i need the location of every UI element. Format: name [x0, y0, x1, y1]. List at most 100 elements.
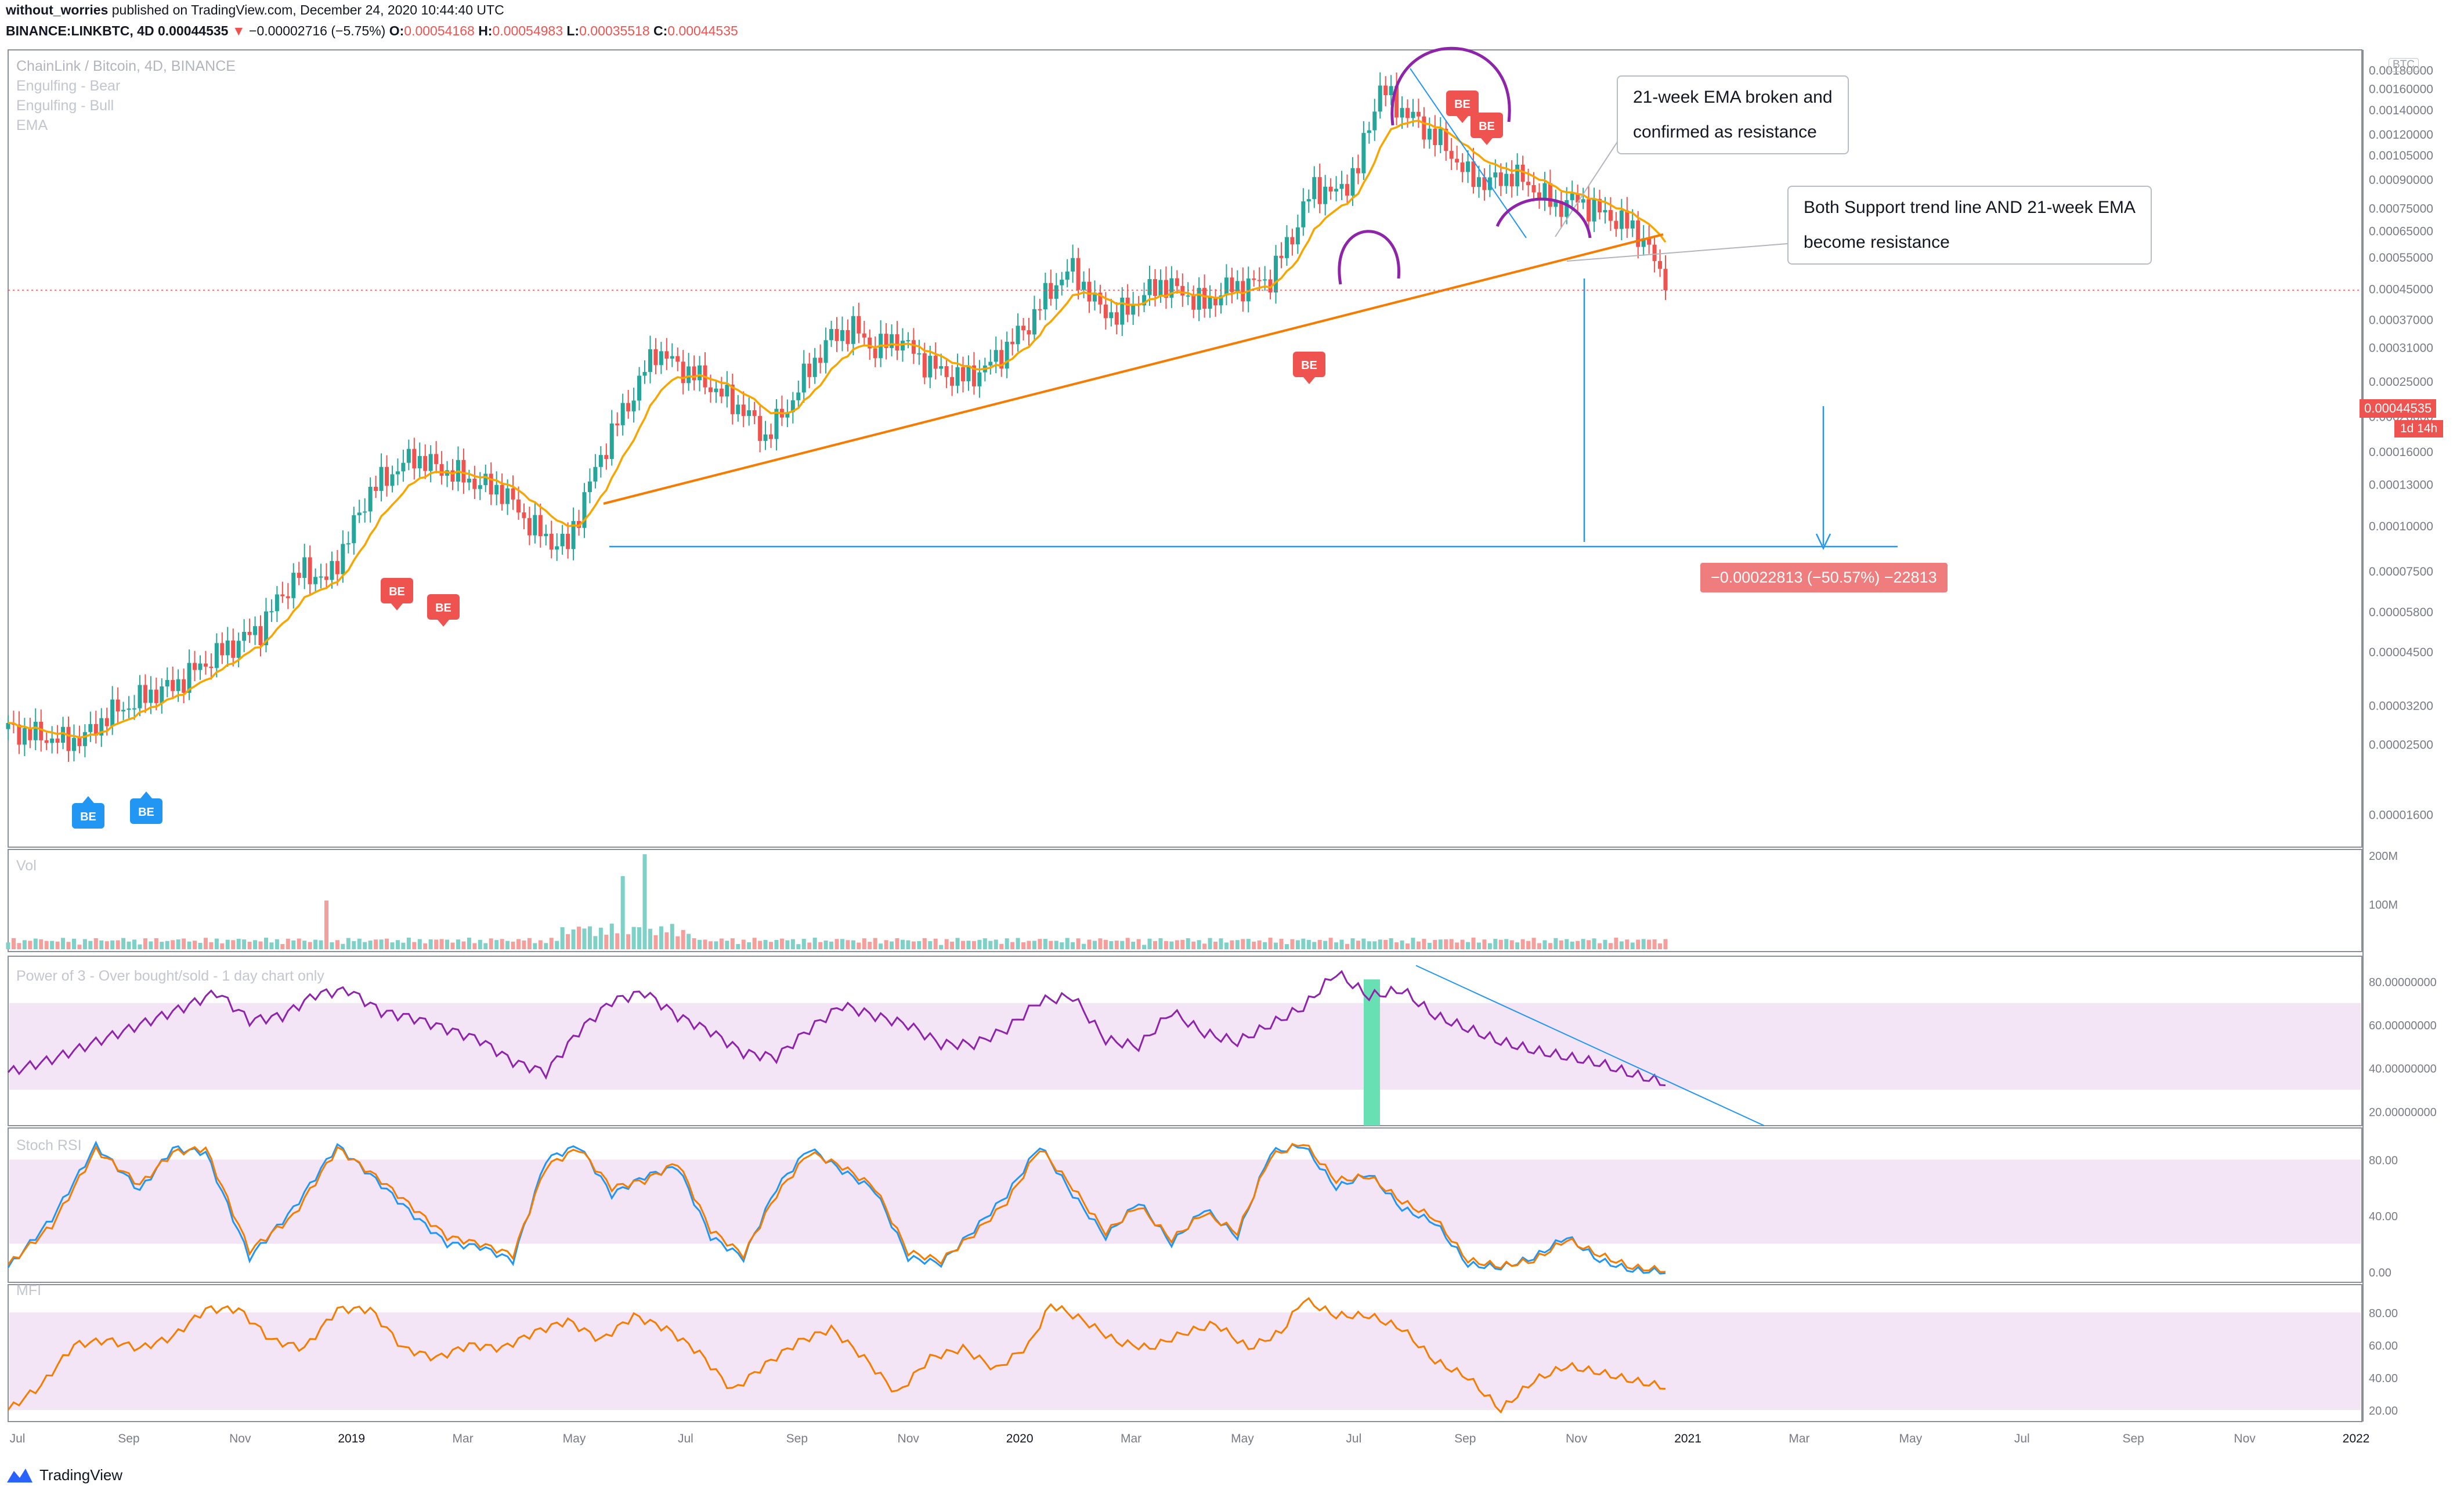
volume-bar [609, 923, 614, 949]
candle-body [1043, 283, 1047, 310]
candle-body [758, 415, 763, 441]
time-tick-label: 2020 [1006, 1432, 1034, 1445]
volume-bar [736, 943, 740, 949]
volume-bar [703, 939, 707, 949]
time-tick-label: 2022 [2343, 1432, 2370, 1445]
candle-body [1389, 86, 1393, 96]
candle-body [1114, 312, 1119, 325]
candle-body [1531, 185, 1536, 193]
price-tick-label: 0.00013000 [2369, 479, 2433, 492]
volume-bar [1065, 938, 1070, 949]
candle-body [1284, 237, 1289, 258]
candle-body [319, 576, 323, 578]
volume-bar [1394, 942, 1399, 949]
volume-bar [1383, 939, 1388, 949]
candle-body [999, 350, 1004, 369]
tradingview-brand[interactable]: TradingView [6, 1462, 122, 1488]
volume-bar [807, 942, 812, 949]
candle-body [1120, 297, 1125, 325]
time-tick-label: May [1231, 1432, 1254, 1445]
volume-bar [1460, 939, 1465, 949]
annotation-support-resistance[interactable]: Both Support trend line AND 21-week EMA … [1787, 186, 2152, 265]
volume-bar [1202, 943, 1207, 949]
volume-bar [1109, 941, 1114, 949]
volume-bar [1598, 943, 1602, 949]
candle-body [209, 666, 214, 668]
volume-bar [868, 942, 872, 949]
annotation-ema-broken[interactable]: 21-week EMA broken and confirmed as resi… [1617, 75, 1849, 154]
engulfing-marker [427, 594, 460, 620]
candle-body [834, 329, 839, 341]
publish-line: without_worries published on TradingView… [6, 2, 504, 18]
volume-bar [193, 941, 197, 949]
candle-body [1197, 288, 1201, 310]
measure-label[interactable]: −0.00022813 (−50.57%) −22813 [1700, 563, 1948, 592]
volume-bar [428, 939, 433, 949]
volume-bar [439, 939, 444, 949]
candle-body [1038, 309, 1042, 310]
volume-bar [434, 939, 439, 949]
volume-bar [1175, 940, 1179, 949]
power3-label: Power of 3 - Over bought/sold - 1 day ch… [16, 968, 324, 984]
candle-body [286, 596, 290, 598]
candle-body [571, 521, 576, 549]
candle-body [950, 377, 955, 386]
candle-body [1394, 86, 1399, 118]
candle-body [1416, 111, 1421, 117]
volume-bar [1630, 942, 1635, 949]
candle-body [829, 329, 834, 341]
candle-body [796, 392, 801, 400]
change-value: −0.00002716 (−5.75%) [249, 23, 386, 38]
candle-body [736, 404, 740, 414]
volume-bar [999, 943, 1004, 949]
candle-body [1526, 182, 1531, 186]
candle-body [687, 366, 691, 384]
candle-body [993, 350, 998, 362]
volume-bar [818, 942, 823, 949]
candle-body [236, 641, 241, 658]
candle-body [269, 611, 274, 613]
volume-bar [489, 938, 493, 949]
volume-bar [642, 854, 647, 949]
engulfing-marker-pointer [140, 791, 152, 798]
note2-connector [1566, 243, 1788, 262]
candle-body [6, 722, 10, 729]
candle-body [944, 366, 949, 377]
candle-body [1125, 297, 1130, 315]
volume-bar [884, 940, 888, 949]
volume-bar [1449, 939, 1454, 949]
volume-bar [533, 943, 537, 949]
support-trendline [603, 233, 1664, 505]
candle-body [1334, 189, 1339, 192]
volume-bar [747, 942, 752, 949]
mfi-tick-label: 20.00 [2369, 1405, 2398, 1418]
currency-tag[interactable]: BTC [2389, 58, 2419, 72]
candle-body [1301, 201, 1306, 227]
candle-body [928, 356, 933, 378]
volume-bar [39, 939, 44, 949]
volume-bar [977, 939, 982, 949]
candle-body [1350, 168, 1355, 196]
volume-bar [368, 941, 373, 949]
author-name[interactable]: without_worries [6, 2, 109, 17]
time-tick-label: Nov [229, 1432, 251, 1445]
candle-body [1175, 278, 1179, 286]
volume-bar [769, 942, 774, 949]
candle-body [1460, 162, 1465, 172]
candle-body [500, 484, 504, 504]
volume-bar [1406, 943, 1410, 949]
candle-body [1636, 220, 1641, 247]
candle-body [379, 467, 384, 491]
volume-bar [790, 939, 795, 949]
volume-bar [1625, 939, 1630, 949]
time-tick-label: May [1899, 1432, 1923, 1445]
candle-body [352, 515, 356, 544]
volume-bar [598, 927, 603, 949]
candle-body [1592, 198, 1596, 222]
volume-bar [99, 940, 104, 949]
volume-bar [6, 942, 10, 949]
candle-body [971, 365, 976, 386]
volume-bar [472, 943, 477, 949]
candle-body [1598, 198, 1602, 213]
